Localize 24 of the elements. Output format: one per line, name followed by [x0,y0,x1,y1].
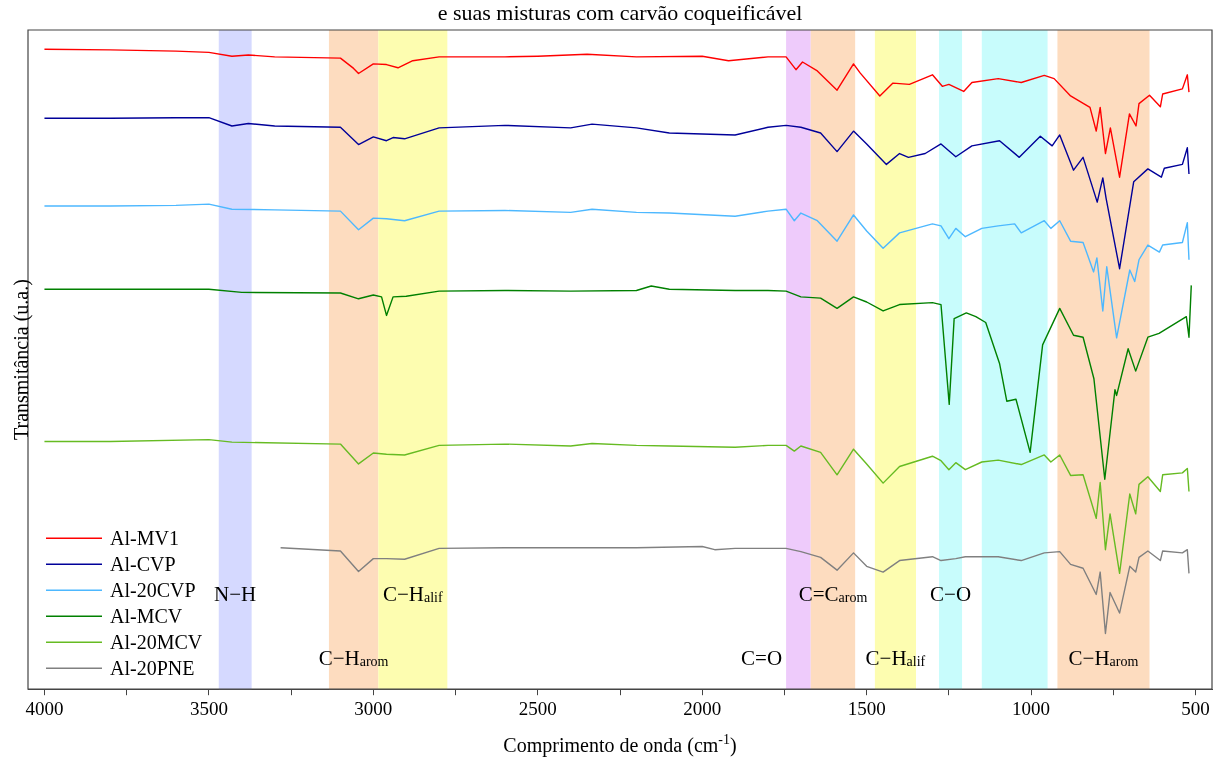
band-label: C−Halif [865,646,926,671]
x-tick-label: 1500 [847,697,886,719]
band-label: C=O [741,646,783,671]
band-label: C−Harom [318,646,389,671]
legend-label: Al-MCV [110,605,183,628]
legend-label: Al-20PNE [110,657,195,680]
band-label: C−O [930,582,972,607]
legend-label: Al-CVP [110,553,176,576]
x-tick-label: 1000 [1012,697,1051,719]
band-label: C−Halif [382,582,443,607]
band-label: C=Carom [798,582,868,607]
x-tick-label: 3500 [189,697,228,719]
chart-title: e suas misturas com carvão coqueificável [437,0,803,25]
y-axis-title: Transmitância (u.a.) [10,279,33,441]
x-tick-label: 2000 [683,697,722,719]
x-tick-label: 500 [1181,697,1210,719]
legend-label: Al-20MCV [110,631,203,654]
band-label: N−H [214,582,257,607]
x-tick-label: 4000 [25,697,64,719]
x-tick-label: 2500 [518,697,557,719]
legend-label: Al-20CVP [110,579,196,602]
band-label: C−Harom [1068,646,1139,671]
x-tick-label: 3000 [354,697,393,719]
legend-label: Al-MV1 [110,527,179,550]
